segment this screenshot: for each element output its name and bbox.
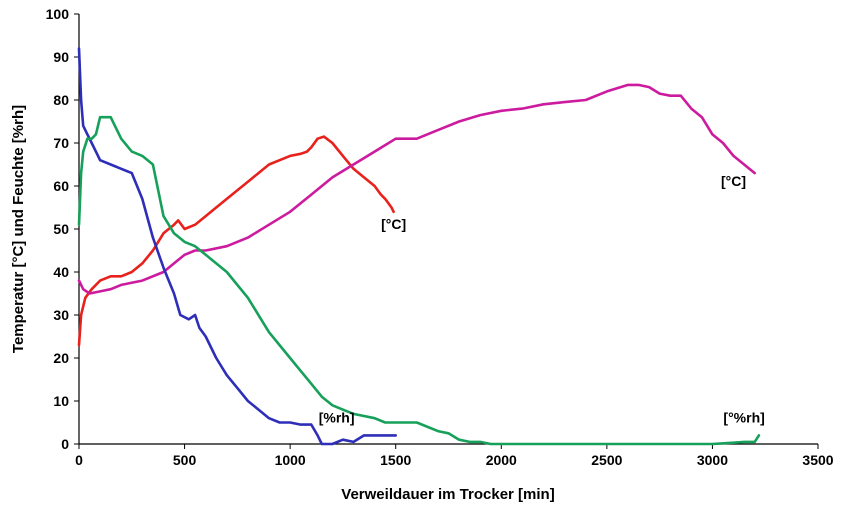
- y-tick-label: 30: [53, 307, 69, 323]
- annotation-label: [°C]: [381, 216, 406, 232]
- x-tick-label: 3000: [697, 452, 728, 468]
- annotation-label: [°C]: [721, 173, 746, 189]
- y-axis-title: Temperatur [°C] und Feuchte [%rh]: [10, 105, 27, 353]
- annotation-label: [°%rh]: [723, 410, 764, 426]
- y-tick-label: 80: [53, 92, 69, 108]
- x-tick-label: 2000: [486, 452, 517, 468]
- y-tick-label: 50: [53, 221, 69, 237]
- x-tick-label: 500: [173, 452, 197, 468]
- y-tick-label: 0: [61, 436, 69, 452]
- series-group: [77, 47, 761, 446]
- annotations-group: [°C] [°C] [%rh] [°%rh]: [319, 173, 765, 426]
- plot-area: [78, 14, 818, 445]
- y-tick-label: 60: [53, 178, 69, 194]
- x-tick-label: 1000: [275, 452, 306, 468]
- x-tick-label: 1500: [380, 452, 411, 468]
- series-line-3: [77, 47, 397, 446]
- x-tick-label: 2500: [591, 452, 622, 468]
- y-tick-label: 90: [53, 49, 69, 65]
- y-tick-label: 70: [53, 135, 69, 151]
- y-tick-label: 40: [53, 264, 69, 280]
- x-tick-label: 0: [75, 452, 83, 468]
- x-tick-label: 3500: [802, 452, 833, 468]
- x-axis-title: Verweildauer im Trocker [min]: [341, 486, 554, 503]
- annotation-label: [%rh]: [319, 410, 355, 426]
- series-line-4: [77, 115, 761, 446]
- y-tick-label: 20: [53, 350, 69, 366]
- y-tick-label: 100: [46, 6, 70, 22]
- series-line-2: [77, 83, 756, 295]
- y-tick-label: 10: [53, 393, 69, 409]
